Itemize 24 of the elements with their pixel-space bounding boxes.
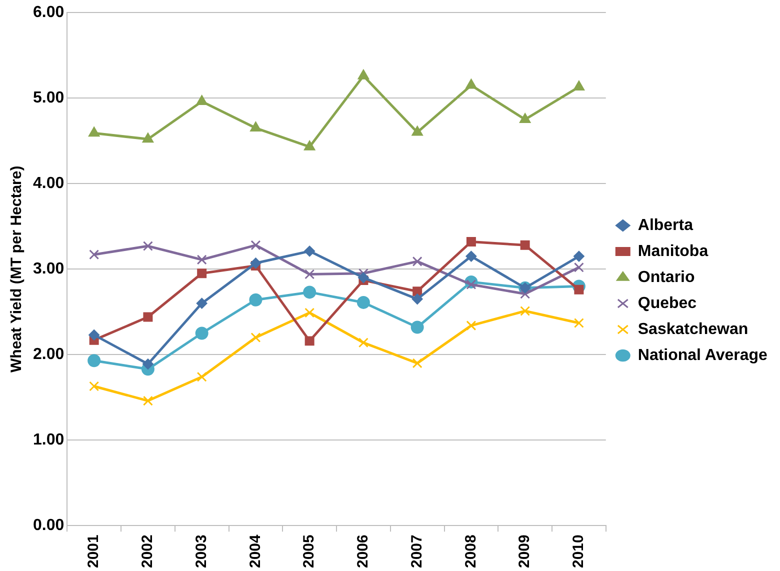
- legend-label: Manitoba: [638, 242, 708, 260]
- x-tick-label: 2003: [192, 534, 210, 568]
- x-tick-label: 2005: [300, 534, 318, 568]
- y-tick-label: 4.00: [33, 175, 64, 192]
- legend-label: Quebec: [638, 294, 697, 312]
- legend-label: Saskatchewan: [638, 320, 748, 338]
- x-tick-label: 2008: [462, 534, 480, 568]
- x-tick-label: 2009: [516, 534, 534, 568]
- y-tick-label: 2.00: [33, 346, 64, 364]
- y-tick-label: 3.00: [33, 260, 64, 278]
- x-tick-label: 2002: [139, 534, 156, 568]
- legend-label: Alberta: [638, 216, 694, 234]
- x-tick-label: 2010: [570, 534, 588, 568]
- y-tick-label: 0.00: [33, 517, 64, 534]
- y-axis-title: Wheat Yield (MT per Hectare): [8, 166, 26, 372]
- x-tick-label: 2004: [246, 534, 264, 568]
- x-tick-label: 2001: [85, 534, 102, 568]
- legend-label: Ontario: [638, 268, 695, 286]
- y-tick-label: 1.00: [33, 432, 64, 449]
- legend-label: National Average: [638, 346, 768, 364]
- y-tick-label: 5.00: [33, 90, 64, 107]
- x-tick-label: 2006: [354, 534, 372, 568]
- x-tick-label: 2007: [408, 534, 426, 568]
- y-tick-label: 6.00: [33, 4, 64, 22]
